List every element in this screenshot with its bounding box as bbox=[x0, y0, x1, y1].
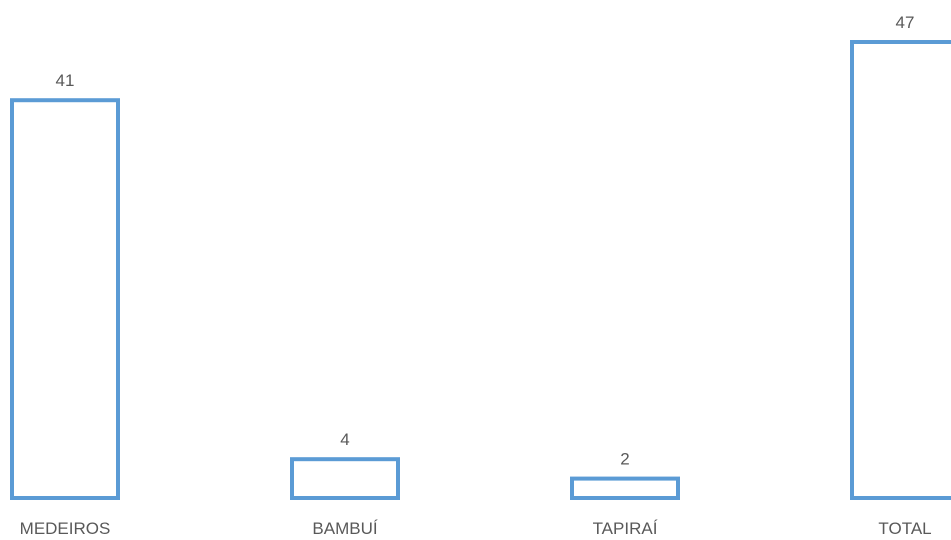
bars-layer bbox=[10, 40, 951, 501]
data-labels-layer: 41 4 2 47 bbox=[56, 13, 915, 469]
category-label-medeiros: MEDEIROS bbox=[20, 519, 111, 538]
bar-medeiros bbox=[10, 98, 120, 500]
data-label-total: 47 bbox=[896, 13, 915, 32]
bar-total bbox=[850, 40, 951, 500]
bar-bambuí bbox=[290, 457, 400, 501]
bar-tapiraí bbox=[570, 476, 680, 500]
data-label-medeiros: 41 bbox=[56, 71, 75, 90]
data-label-bambuí: 4 bbox=[340, 430, 349, 449]
category-label-tapiraí: TAPIRAÍ bbox=[593, 519, 658, 538]
category-label-total: TOTAL bbox=[878, 519, 931, 538]
category-label-bambuí: BAMBUÍ bbox=[312, 519, 377, 538]
category-labels-layer: MEDEIROS BAMBUÍ TAPIRAÍ TOTAL bbox=[20, 519, 932, 538]
data-label-tapiraí: 2 bbox=[620, 450, 629, 469]
